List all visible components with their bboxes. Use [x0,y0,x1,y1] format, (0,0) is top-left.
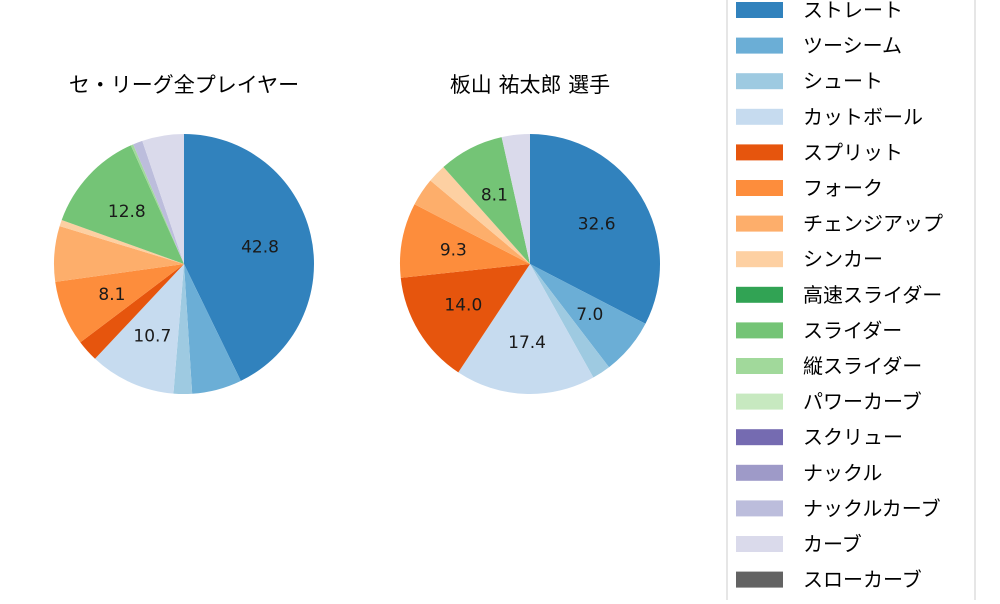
legend-swatch [736,73,783,90]
legend-swatch [736,429,783,446]
legend-label: シュート [803,69,883,93]
legend-swatch [736,536,783,552]
pie-slice [80,264,184,359]
slice-value-label: 42.8 [241,238,279,258]
slice-value-label: 17.4 [508,333,546,353]
legend-swatch [736,108,783,125]
legend-label: フォーク [803,176,883,200]
pie-title-league: セ・リーグ全プレイヤー [69,73,299,97]
legend-swatch [736,144,783,161]
legend-label: スローカーブ [803,568,922,592]
pie-slice [130,144,184,264]
legend-label: チェンジアップ [803,212,943,236]
legend-label: ナックル [803,461,882,485]
pie-slice [400,204,530,278]
pie-slice [55,264,184,343]
pie-slice [458,264,594,394]
pie-slice [173,264,193,394]
legend-label: ナックルカーブ [803,496,941,520]
legend-label: 高速スライダー [803,283,942,307]
legend-swatch [736,251,783,268]
legend-swatch [736,500,783,517]
legend-swatch [736,2,783,18]
legend-frame [726,0,976,604]
pie-slice [501,134,530,264]
pie-title-player: 板山 祐太郎 選手 [450,73,610,97]
legend-label: スプリット [803,140,903,164]
slice-value-label: 32.6 [578,214,616,234]
legend-swatch [736,37,783,54]
pie-slice [414,180,530,264]
legend-swatch [736,358,783,374]
legend-label: パワーカーブ [803,390,922,414]
legend-label: ツーシーム [803,34,902,58]
pie-slice [184,264,241,394]
legend: ストレートツーシームシュートカットボールスプリットフォークチェンジアップシンカー… [726,0,976,604]
slice-value-label: 10.7 [133,326,171,346]
slice-value-label: 14.0 [444,296,482,316]
legend-swatch [736,393,783,410]
pie-slice [133,140,184,264]
pie-chart-league: セ・リーグ全プレイヤー 42.8 10.7 8.1 12.8 [53,73,314,394]
legend-swatch [736,571,783,588]
legend-label: カットボール [803,105,923,129]
pie-chart-player: 板山 祐太郎 選手 32.6 7.0 17.4 14.0 9.3 8.1 [400,73,660,394]
pie-slice [142,134,184,264]
pie-slice [59,219,184,264]
legend-label: スクリュー [803,425,903,449]
slice-value-label: 8.1 [98,285,125,305]
pie-slice [400,264,530,373]
legend-label: ストレート [803,0,903,22]
slice-value-label: 12.8 [108,202,146,222]
pie-slice [95,264,184,394]
legend-label: シンカー [803,247,883,271]
pie-slice [530,264,646,368]
pie-slice [530,264,610,378]
pie-slice [53,226,184,282]
pie-slice [430,167,530,264]
legend-label: スライダー [803,318,902,342]
legend-swatch [736,286,783,303]
legend-swatch [736,215,783,232]
slice-value-label: 8.1 [481,186,508,206]
pie-slice [443,137,530,264]
pie-slice [530,134,660,324]
legend-swatch [736,180,783,196]
slice-value-label: 9.3 [440,241,467,261]
slice-value-label: 7.0 [576,305,603,325]
legend-label: カーブ [803,532,862,556]
legend-swatch [736,464,783,481]
legend-label: 縦スライダー [803,354,922,378]
pie-slice [61,145,184,264]
legend-swatch [736,322,783,339]
pie-slice [184,134,314,381]
